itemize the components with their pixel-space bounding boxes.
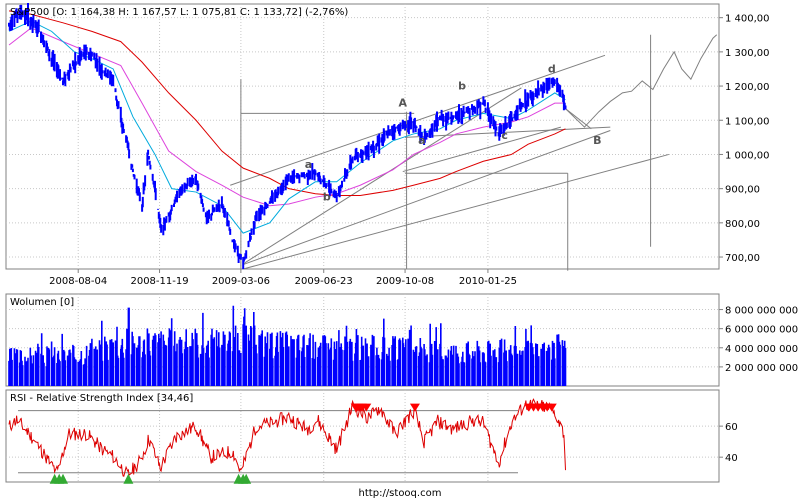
- overbought-marker: [409, 403, 420, 412]
- price-tick-label: 1 100,00: [725, 116, 770, 127]
- volume-tick-label: 6 000 000 000: [725, 325, 798, 336]
- x-tick-label: 2008-08-04: [49, 276, 107, 287]
- wave-label: b: [458, 79, 466, 92]
- annotation-layer: [230, 34, 718, 271]
- trend-line: [565, 108, 592, 130]
- trend-line: [405, 126, 611, 138]
- volume-bars: [8, 305, 567, 386]
- wave-label: a: [418, 134, 425, 147]
- annotation-label-layer: A Ba b a b c d: [305, 62, 602, 203]
- x-tick-label: 2009-10-08: [376, 276, 434, 287]
- x-tick-label: 2008-11-19: [130, 276, 188, 287]
- ma-long-line: [8, 10, 566, 196]
- price-bars: [8, 3, 567, 270]
- price-layer: [8, 3, 567, 270]
- overbought-marker: [361, 403, 372, 412]
- volume-title: Wolumen [0]: [10, 297, 74, 308]
- trend-line: [230, 54, 606, 186]
- price-tick-label: 1 400,00: [725, 14, 770, 25]
- oversold-marker: [123, 473, 134, 484]
- price-tick-label: 800,00: [725, 219, 760, 230]
- wave-label: A: [399, 97, 408, 110]
- wave-label: B: [593, 134, 601, 147]
- price-tick-label: 1 200,00: [725, 82, 770, 93]
- wave-label: d: [548, 62, 556, 75]
- price-title: S&P500 [O: 1 164,38 H: 1 167,57 L: 1 075…: [10, 7, 348, 18]
- oversold-marker: [241, 473, 252, 484]
- oversold-marker: [58, 473, 69, 484]
- rsi-title: RSI - Relative Strength Index [34,46]: [10, 393, 193, 404]
- trend-line: [402, 126, 562, 173]
- price-tick-label: 900,00: [725, 185, 760, 196]
- x-tick-label: 2009-06-23: [295, 276, 353, 287]
- x-tick-label: 2009-03-06: [212, 276, 270, 287]
- rsi-tick-label: 60: [725, 422, 738, 433]
- rsi-line: [8, 398, 566, 477]
- rsi-tick-label: 40: [725, 453, 738, 464]
- wave-label: c: [501, 129, 508, 142]
- wave-label: b: [323, 191, 331, 204]
- rsi-layer: [8, 398, 566, 484]
- price-tick-label: 1 000,00: [725, 150, 770, 161]
- trend-line: [242, 130, 611, 266]
- price-panel: [5, 3, 720, 270]
- volume-layer: [8, 305, 567, 386]
- grid-layer: [6, 4, 723, 482]
- price-tick-label: 1 300,00: [725, 48, 770, 59]
- x-tick-label: 2010-01-25: [459, 276, 517, 287]
- volume-tick-label: 2 000 000 000: [725, 363, 798, 374]
- overbought-marker: [546, 403, 557, 412]
- wave-label: a: [305, 158, 312, 171]
- trend-line: [242, 87, 522, 265]
- price-tick-label: 700,00: [725, 253, 760, 264]
- ma-mid-line: [8, 27, 566, 207]
- footer-url[interactable]: http://stooq.com: [359, 488, 442, 499]
- projection-path: [565, 34, 718, 128]
- tick-label-layer: 2008-08-04 2008-11-19 2009-03-06 2009-06-23…: [49, 14, 798, 464]
- trend-line: [243, 153, 669, 270]
- volume-tick-label: 8 000 000 000: [725, 306, 798, 317]
- volume-tick-label: 4 000 000 000: [725, 344, 798, 355]
